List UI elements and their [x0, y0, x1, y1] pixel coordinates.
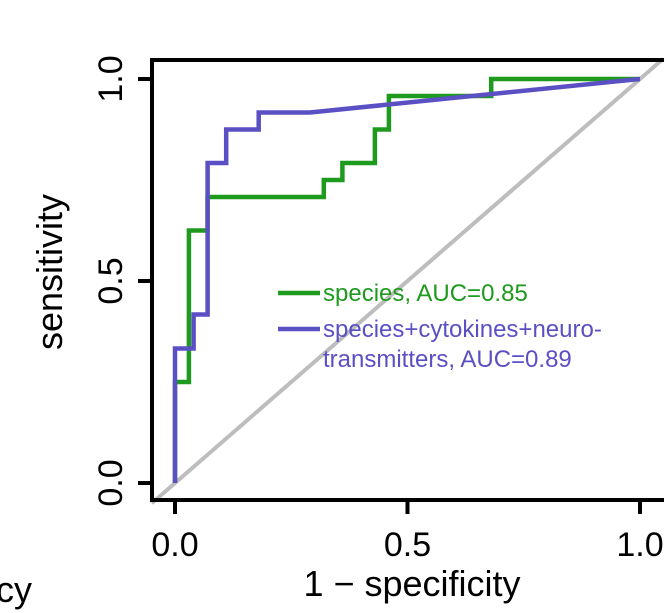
legend-label-2: species+cytokines+neuro-transmitters, AU… [323, 316, 602, 373]
y-axis: 0.0 0.5 1.0 [92, 55, 152, 507]
x-axis: 0.0 0.5 1.0 [151, 500, 664, 564]
x-tick-label-1: 0.0 [151, 526, 198, 564]
chance-diagonal-line [150, 57, 665, 505]
y-axis-label: sensitivity [29, 194, 70, 350]
cropped-axis-label-fragment: cy [0, 569, 32, 610]
y-tick-label-3: 1.0 [92, 55, 130, 102]
x-tick-label-3: 1.0 [616, 526, 663, 564]
legend-label-1: species, AUC=0.85 [323, 280, 528, 307]
y-tick-label-1: 0.0 [92, 459, 130, 506]
legend: species, AUC=0.85 species+cytokines+neuro… [278, 280, 602, 373]
series-layer [172, 76, 641, 483]
roc-curve-series-2 [172, 76, 641, 483]
x-tick-label-2: 0.5 [384, 526, 431, 564]
roc-curve-series-1 [172, 76, 640, 483]
y-tick-label-2: 0.5 [92, 257, 130, 304]
x-axis-label: 1 − specificity [303, 563, 520, 604]
